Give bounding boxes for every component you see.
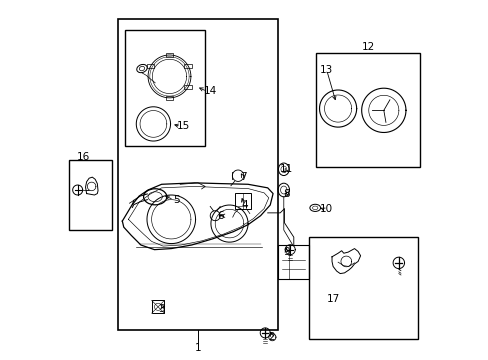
Text: 9: 9 xyxy=(283,247,289,257)
Text: 4: 4 xyxy=(241,200,247,210)
Text: 7: 7 xyxy=(240,172,246,182)
Text: 6: 6 xyxy=(217,211,223,221)
Text: 3: 3 xyxy=(158,304,164,314)
Text: 17: 17 xyxy=(326,294,339,303)
Text: 15: 15 xyxy=(177,121,190,131)
Text: 12: 12 xyxy=(362,42,375,52)
Text: 14: 14 xyxy=(203,86,217,96)
Text: 10: 10 xyxy=(320,204,332,214)
Text: 16: 16 xyxy=(76,152,89,162)
Text: 2: 2 xyxy=(268,332,275,342)
Text: 8: 8 xyxy=(283,189,289,199)
Text: 5: 5 xyxy=(173,195,180,204)
Text: 11: 11 xyxy=(280,164,293,174)
Text: 1: 1 xyxy=(194,343,201,353)
Text: 13: 13 xyxy=(319,65,333,75)
